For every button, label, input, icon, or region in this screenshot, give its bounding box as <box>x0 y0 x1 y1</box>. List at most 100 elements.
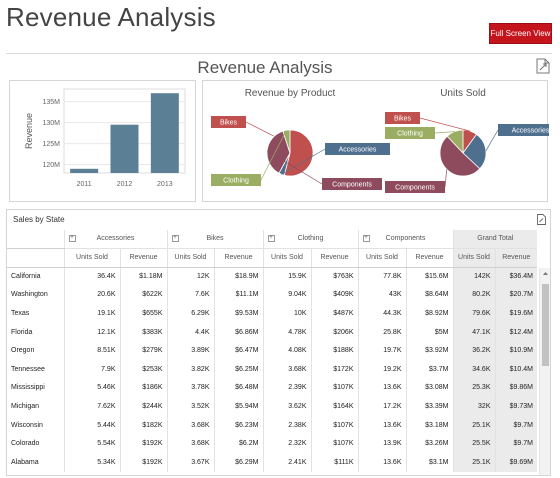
measure-header[interactable]: Units Sold <box>452 248 495 268</box>
scroll-up-icon[interactable] <box>542 270 549 277</box>
table-cell: 12K <box>166 267 214 286</box>
table-cell: $622K <box>119 285 167 305</box>
table-cell: 43K <box>357 285 406 305</box>
table-row[interactable]: Michigan 7.62K $244K 3.52K $5.94M 3.62K $164K 1… <box>7 397 537 416</box>
table-cell: 36.4K <box>63 267 120 286</box>
table-row[interactable]: Oregon 8.51K $279K 3.89K $6.47M 4.08K $188K 19.… <box>7 341 537 360</box>
pie-slice-components[interactable] <box>439 135 481 177</box>
table-cell: 47.1K <box>452 322 495 342</box>
table-cell: $206K <box>310 322 358 342</box>
bar-2011[interactable] <box>70 168 99 173</box>
table-row[interactable]: Washington 20.6K $622K 7.6K $11.1M 9.04K $409K… <box>7 285 537 305</box>
callout-box <box>211 174 261 186</box>
callout-line <box>434 131 455 134</box>
table-cell: 19.2K <box>357 359 406 379</box>
full-screen-view-button[interactable]: Full Screen View <box>489 23 552 44</box>
row-header-state: Texas <box>11 309 30 317</box>
row-header-state: Mississippi <box>11 384 45 392</box>
grid-scrollbar[interactable] <box>539 268 550 475</box>
table-cell: $15.6M <box>405 267 453 286</box>
measure-header[interactable]: Revenue <box>213 248 263 268</box>
column-group-header[interactable]: + Bikes <box>166 230 263 249</box>
table-cell: 13.9K <box>357 434 406 453</box>
pie-charts: Revenue by Product Bikes Accessories Compon… <box>211 88 560 193</box>
table-cell: $9.7M <box>494 415 537 435</box>
measure-header[interactable]: Revenue <box>119 248 167 268</box>
table-cell: $186K <box>119 378 167 398</box>
scroll-thumb[interactable] <box>542 284 549 366</box>
table-cell: 25.1K <box>452 415 495 435</box>
table-cell: $188K <box>310 341 358 360</box>
table-cell: 5.34K <box>63 452 120 472</box>
pie-slice-components[interactable] <box>266 130 291 174</box>
table-row[interactable]: Wisconsin 5.44K $182K 3.68K $6.23M 2.38K $107K… <box>7 415 537 435</box>
table-cell: 3.78K <box>166 378 214 398</box>
pie-title: Revenue by Product <box>245 88 336 99</box>
table-cell: 36.2K <box>452 341 495 360</box>
callout-box <box>385 127 435 139</box>
measure-header[interactable]: Revenue <box>405 248 453 268</box>
table-cell: $9.53M <box>213 304 263 323</box>
measure-header[interactable]: Revenue <box>494 248 537 268</box>
measure-header[interactable]: Units Sold <box>357 248 406 268</box>
table-cell: $9.86M <box>494 378 537 398</box>
pivot-table: + Accessories + Bikes + Clothing + Components Gr… <box>7 230 537 472</box>
expand-icon[interactable]: + <box>68 235 76 242</box>
row-header-state: Wisconsin <box>11 421 43 429</box>
table-cell: 44.3K <box>357 304 406 323</box>
export-icon[interactable] <box>536 58 550 74</box>
table-cell: 17.2K <box>357 397 406 416</box>
column-group-header[interactable]: Grand Total <box>452 230 537 249</box>
measure-header[interactable]: Units Sold <box>63 248 120 268</box>
measure-header[interactable]: Units Sold <box>166 248 214 268</box>
table-cell: $655K <box>119 304 167 323</box>
table-cell: 34.6K <box>452 359 495 379</box>
table-cell: 3.68K <box>166 434 214 453</box>
pie-slice-accessories[interactable] <box>462 133 487 170</box>
table-row[interactable]: Texas 19.1K $655K 6.29K $9.53M 10K $487K 44.3K $… <box>7 304 537 323</box>
table-row[interactable]: Alabama 5.34K $192K 3.67K $6.29M 2.41K $111K 13… <box>7 452 537 472</box>
table-row[interactable]: Mississippi 5.46K $186K 3.78K $6.48M 2.39K $10… <box>7 378 537 398</box>
title-divider <box>6 53 552 54</box>
expand-icon[interactable]: + <box>267 235 275 242</box>
table-cell: 7.6K <box>166 285 214 305</box>
y-axis-label: Revenue <box>24 113 34 149</box>
callout-line <box>485 129 499 152</box>
table-cell: $487K <box>310 304 358 323</box>
callout-box <box>325 143 390 155</box>
column-group-header[interactable]: + Accessories <box>63 230 167 249</box>
table-row[interactable]: Florida 12.1K $383K 4.4K $6.86M 4.78K $206K 25.… <box>7 322 537 342</box>
callout-label: Components <box>332 182 372 189</box>
table-cell: $3.1M <box>405 452 453 472</box>
bar-2012[interactable] <box>110 124 139 173</box>
table-cell: $3.39M <box>405 397 453 416</box>
pie-slice-clothing[interactable] <box>446 129 464 155</box>
table-row[interactable]: California 36.4K $1.18M 12K $18.9M 15.9K $763K… <box>7 267 537 286</box>
table-row[interactable]: Colorado 5.54K $192K 3.68K $6.2M 2.32K $107K 13… <box>7 434 537 453</box>
callout-box <box>211 116 246 128</box>
table-cell: 5.44K <box>63 415 120 435</box>
pie-title: Units Sold <box>440 88 486 99</box>
table-cell: 80.2K <box>452 285 495 305</box>
expand-icon[interactable]: + <box>171 235 179 242</box>
measure-header[interactable]: Units Sold <box>262 248 311 268</box>
table-cell: 79.6K <box>452 304 495 323</box>
table-cell: 4.4K <box>166 322 214 342</box>
expand-icon[interactable]: + <box>362 235 370 242</box>
bar-2013[interactable] <box>150 93 179 173</box>
grid-export-icon[interactable] <box>537 214 546 225</box>
table-cell: $12.4M <box>494 322 537 342</box>
table-row[interactable]: Tennessee 7.9K $253K 3.82K $6.25M 3.68K $172K 1… <box>7 359 537 379</box>
callout-box <box>498 124 560 136</box>
table-cell: $192K <box>119 434 167 453</box>
column-group-header[interactable]: + Clothing <box>262 230 358 249</box>
column-group-header[interactable]: + Components <box>357 230 453 249</box>
measure-header[interactable]: Revenue <box>310 248 358 268</box>
column-group-label: Clothing <box>297 235 324 243</box>
table-cell: $9.7M <box>494 434 537 453</box>
table-cell: $3.92M <box>405 341 453 360</box>
table-cell: 13.6K <box>357 415 406 435</box>
table-cell: $6.29M <box>213 452 263 472</box>
table-cell: $172K <box>310 359 358 379</box>
x-tick-label: 2011 <box>77 181 92 188</box>
